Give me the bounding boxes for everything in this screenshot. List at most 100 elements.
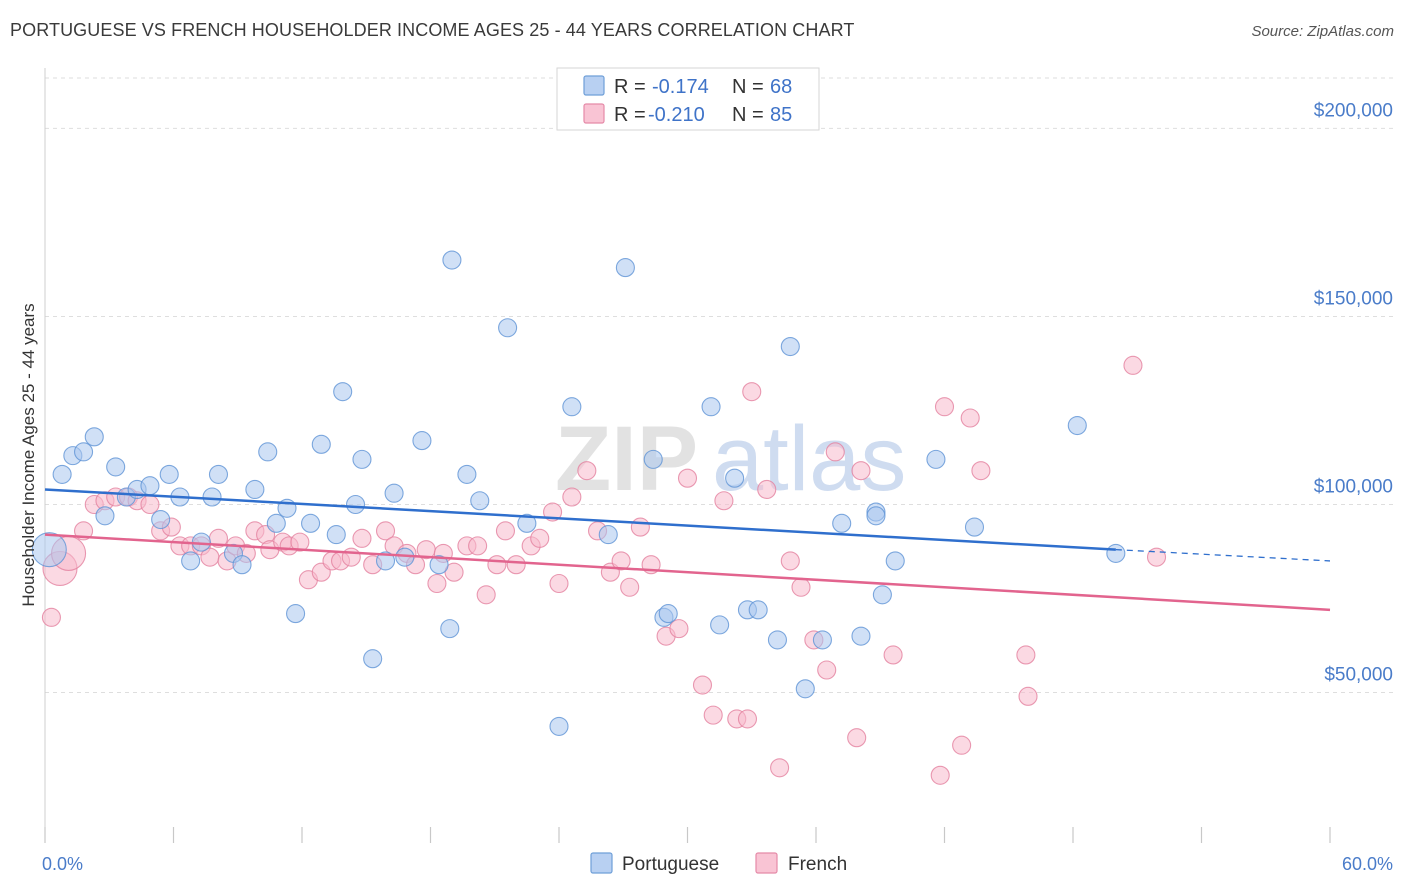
portuguese-point	[106, 457, 126, 477]
french-point	[549, 573, 569, 594]
portuguese-point	[384, 483, 404, 503]
portuguese-point	[31, 532, 67, 568]
legend-bottom-label-portuguese: Portuguese	[622, 854, 719, 875]
french-point	[677, 468, 698, 488]
french-point	[290, 532, 310, 552]
portuguese-point	[885, 551, 905, 571]
legend-n-value-french: 85	[770, 104, 792, 126]
portuguese-point	[598, 525, 618, 545]
portuguese-point	[333, 382, 353, 402]
french-point	[530, 528, 550, 548]
french-point	[737, 709, 758, 729]
portuguese-point	[748, 600, 768, 620]
french-point	[934, 397, 955, 417]
french-point	[495, 521, 516, 541]
french-point	[952, 735, 972, 755]
portuguese-point	[549, 716, 569, 736]
trend-layer	[44, 488, 1331, 612]
portuguese-point	[643, 449, 663, 469]
french-point	[780, 551, 800, 571]
legend-n-label-portuguese: N =	[732, 76, 764, 98]
portuguese-point	[701, 397, 721, 417]
portuguese-point	[345, 494, 366, 515]
portuguese-point	[245, 479, 265, 500]
portuguese-point	[780, 337, 800, 357]
portuguese-point	[866, 506, 886, 526]
french-point	[703, 705, 723, 725]
portuguese-point	[208, 464, 229, 484]
portuguese-point	[429, 555, 449, 575]
axis-layer: $50,000 $100,000 $150,000 $200,000 0.0% 60.0%	[42, 68, 1393, 874]
french-point	[562, 487, 582, 507]
portuguese-point	[498, 318, 518, 338]
french-point	[669, 619, 689, 639]
french-point	[577, 461, 597, 481]
chart-title: PORTUGUESE VS FRENCH HOUSEHOLDER INCOME …	[10, 20, 855, 40]
french-point	[352, 528, 372, 548]
legend-n-value-portuguese: 68	[770, 76, 792, 98]
legend-r-label-french: R =	[614, 104, 646, 126]
legend-n-label-french: N =	[732, 104, 764, 126]
french-point	[620, 577, 640, 597]
legend-top: R = -0.174 N = 68 R = -0.210 N = 85	[556, 67, 820, 131]
portuguese-point	[812, 630, 832, 650]
french-point	[770, 758, 790, 778]
portuguese-point	[872, 585, 892, 605]
portuguese-point	[658, 604, 678, 624]
french-point	[468, 536, 488, 556]
portuguese-point	[442, 250, 462, 270]
legend-bottom: Portuguese French	[590, 852, 847, 875]
french-point	[692, 675, 713, 695]
y-tick-label: $150,000	[1314, 288, 1393, 309]
portuguese-point	[74, 442, 94, 462]
portuguese-point	[517, 513, 537, 533]
y-tick-label: $200,000	[1314, 100, 1393, 121]
portuguese-point	[95, 506, 115, 526]
french-point	[487, 555, 507, 575]
french-point	[817, 660, 837, 680]
portuguese-point	[457, 464, 477, 484]
legend-r-value-french: -0.210	[648, 104, 705, 126]
portuguese-point	[159, 464, 179, 484]
french-point	[757, 479, 777, 500]
portuguese-point	[140, 476, 160, 496]
french-point	[851, 461, 871, 481]
french-point	[611, 551, 631, 571]
portuguese-point	[1067, 415, 1087, 436]
french-point	[1016, 645, 1036, 665]
french-point	[506, 555, 526, 575]
legend-swatch-french	[583, 103, 605, 124]
portuguese-point	[84, 427, 104, 447]
portuguese-point	[258, 442, 278, 462]
portuguese-point	[795, 679, 815, 699]
french-point	[791, 577, 811, 597]
portuguese-point	[767, 630, 788, 650]
x-tick-label: 0.0%	[42, 854, 83, 874]
legend-bottom-swatch-portuguese	[590, 852, 613, 874]
portuguese-point	[851, 626, 871, 646]
y-tick-label: $50,000	[1324, 665, 1393, 686]
french-point	[341, 547, 361, 567]
portuguese-point	[363, 649, 383, 669]
legend-r-value-portuguese: -0.174	[652, 76, 709, 98]
portuguese-point	[412, 431, 432, 451]
y-tick-label: $100,000	[1314, 477, 1393, 498]
portuguese-trend-line	[44, 488, 1116, 551]
french-point	[930, 765, 950, 785]
french-point	[140, 494, 160, 515]
portuguese-point	[352, 449, 372, 469]
french-point	[883, 645, 903, 665]
french-point	[742, 382, 762, 402]
french-point	[714, 491, 734, 511]
legend-swatch-portuguese	[583, 75, 605, 96]
portuguese-point	[286, 604, 306, 624]
legend-bottom-label-french: French	[788, 854, 847, 875]
french-point	[630, 517, 650, 537]
french-point	[41, 607, 61, 627]
portuguese-point	[266, 513, 286, 533]
french-point	[427, 573, 447, 594]
french-point	[960, 408, 980, 428]
y-axis-label: Householder Income Ages 25 - 44 years	[19, 303, 38, 606]
watermark: ZIP atlas	[555, 408, 906, 510]
